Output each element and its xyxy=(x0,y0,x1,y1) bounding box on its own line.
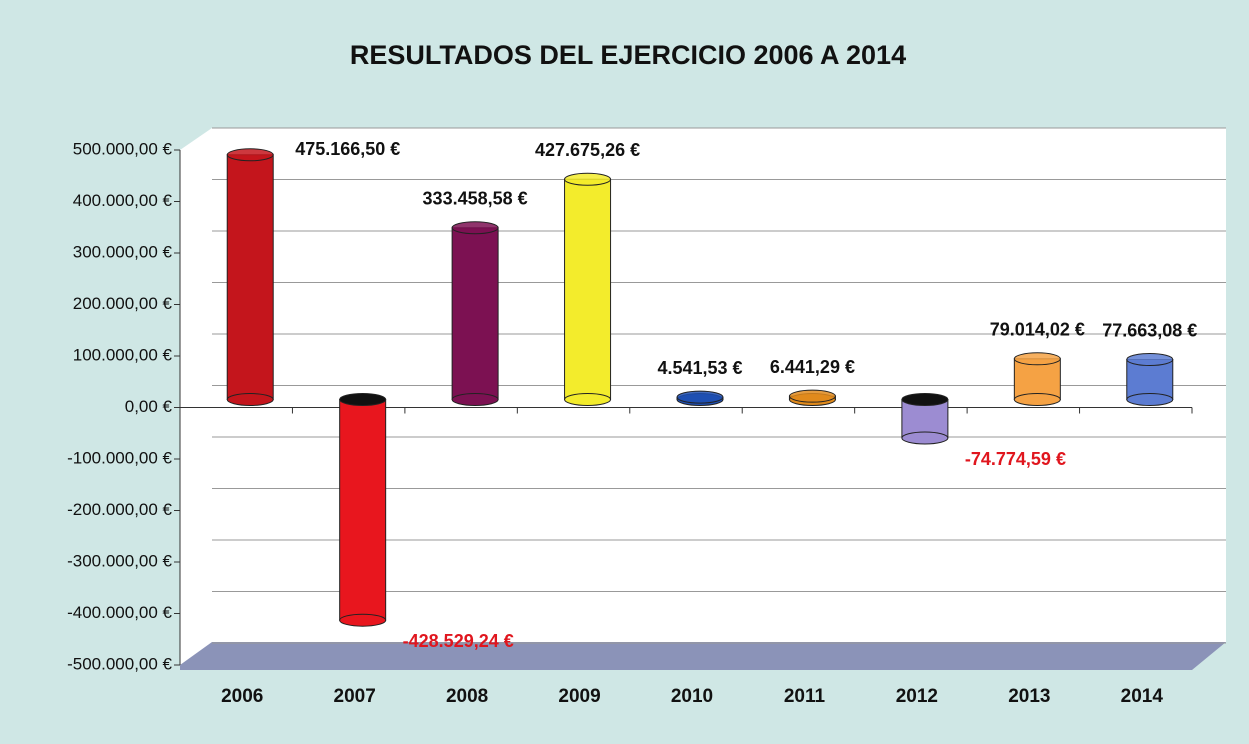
floor xyxy=(180,642,1226,670)
bar-cap xyxy=(339,393,387,406)
y-tick-label: 500.000,00 € xyxy=(73,139,173,158)
bar-bottom xyxy=(226,393,274,406)
chart-title: RESULTADOS DEL EJERCICIO 2006 A 2014 xyxy=(350,40,906,70)
value-label: 6.441,29 € xyxy=(770,357,855,377)
x-tick-label: 2006 xyxy=(221,686,263,707)
bar-cap xyxy=(676,390,724,404)
bar-cap xyxy=(1126,353,1174,367)
y-tick-label: -300.000,00 € xyxy=(67,551,172,570)
value-label: 333.458,58 € xyxy=(423,189,528,209)
y-tick-label: -500.000,00 € xyxy=(67,654,172,673)
x-tick-label: 2008 xyxy=(446,686,488,707)
x-tick-label: 2013 xyxy=(1008,686,1050,707)
bar-cap xyxy=(1013,352,1061,366)
bar xyxy=(564,178,612,400)
bar-cap xyxy=(788,389,836,403)
value-label: 77.663,08 € xyxy=(1102,320,1197,340)
bar-cap xyxy=(451,221,499,235)
value-label: 79.014,02 € xyxy=(990,320,1085,340)
bar-cap xyxy=(901,393,949,406)
value-label: 427.675,26 € xyxy=(535,140,640,160)
bar-bottom xyxy=(339,613,387,627)
value-label: 4.541,53 € xyxy=(657,358,742,378)
y-tick-label: 300.000,00 € xyxy=(73,242,173,261)
y-tick-label: 200.000,00 € xyxy=(73,294,173,313)
y-tick-label: 0,00 € xyxy=(125,397,173,416)
bar-bottom xyxy=(1126,393,1174,406)
x-tick-label: 2010 xyxy=(671,686,713,707)
bar xyxy=(1126,359,1174,400)
y-tick-label: 100.000,00 € xyxy=(73,345,173,364)
x-tick-label: 2007 xyxy=(334,686,376,707)
value-label: 475.166,50 € xyxy=(295,139,400,159)
value-label: -428.529,24 € xyxy=(403,631,514,651)
value-label: -74.774,59 € xyxy=(965,449,1066,469)
y-tick-label: 400.000,00 € xyxy=(73,191,173,210)
y-tick-label: -200.000,00 € xyxy=(67,500,172,519)
bar-bottom xyxy=(901,431,949,445)
bar-bottom xyxy=(564,393,612,406)
x-tick-label: 2012 xyxy=(896,686,938,707)
x-tick-label: 2009 xyxy=(558,686,600,707)
bar-cap xyxy=(564,172,612,186)
bar xyxy=(451,227,499,400)
bar-bottom xyxy=(451,393,499,406)
bar-bottom xyxy=(1013,393,1061,406)
bar xyxy=(339,399,387,621)
bar xyxy=(226,154,274,400)
x-tick-label: 2011 xyxy=(784,686,826,707)
y-tick-label: -100.000,00 € xyxy=(67,448,172,467)
bar xyxy=(1013,358,1061,400)
y-tick-label: -400.000,00 € xyxy=(67,603,172,622)
bar-cap xyxy=(226,148,274,162)
x-tick-label: 2014 xyxy=(1121,686,1164,707)
